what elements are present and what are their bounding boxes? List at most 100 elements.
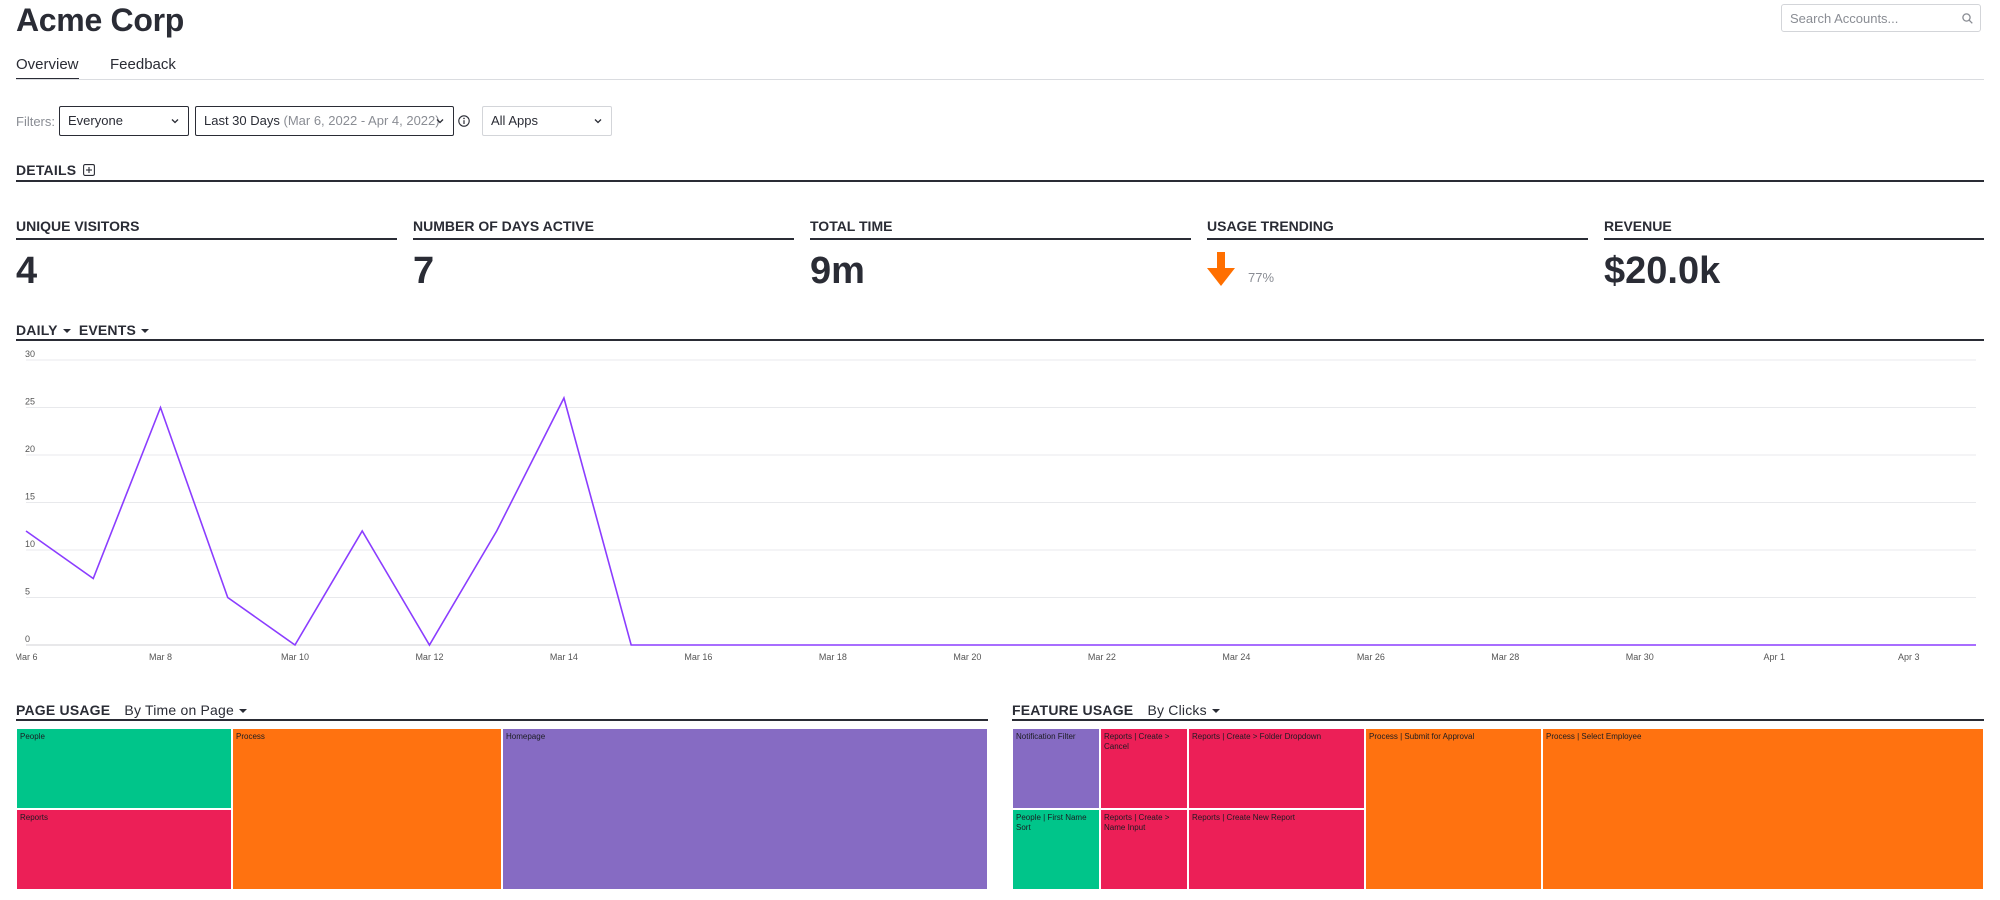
metric-unique-visitors: UNIQUE VISITORS 4 bbox=[16, 218, 397, 293]
date-range-select[interactable]: Last 30 Days (Mar 6, 2022 - Apr 4, 2022) bbox=[195, 106, 454, 136]
metric-divider bbox=[413, 238, 794, 240]
x-tick-label: Mar 14 bbox=[550, 652, 578, 662]
events-series-line bbox=[25, 395, 1976, 647]
x-tick-label: Apr 3 bbox=[1898, 652, 1920, 662]
trend-percent: 77% bbox=[1248, 270, 1275, 285]
feature-usage-mode: By Clicks bbox=[1147, 702, 1207, 718]
metric-value: 9m bbox=[810, 250, 865, 292]
treemap-cell[interactable]: People bbox=[16, 728, 232, 809]
interval-label: DAILY bbox=[16, 322, 58, 338]
metric-total-time: TOTAL TIME 9m bbox=[810, 218, 1191, 293]
feature-usage-treemap: Notification Filter People | First Name … bbox=[1012, 728, 1984, 890]
treemap-cell[interactable]: Process bbox=[232, 728, 502, 890]
apps-select[interactable]: All Apps bbox=[482, 106, 612, 136]
metric-label: NUMBER OF DAYS ACTIVE bbox=[413, 218, 594, 234]
page-usage-heading: PAGE USAGE By Time on Page bbox=[16, 702, 248, 718]
x-tick-label: Mar 6 bbox=[16, 652, 38, 662]
metric-divider bbox=[810, 238, 1191, 240]
metric-days-active: NUMBER OF DAYS ACTIVE 7 bbox=[413, 218, 794, 293]
caret-down-icon bbox=[141, 329, 150, 334]
treemap-cell[interactable]: Notification Filter bbox=[1012, 728, 1100, 809]
x-tick-label: Mar 12 bbox=[415, 652, 443, 662]
chevron-down-icon bbox=[171, 119, 179, 124]
treemap-cell[interactable]: People | First Name Sort bbox=[1012, 809, 1100, 890]
tabs-divider bbox=[16, 79, 1984, 80]
details-heading: DETAILS bbox=[16, 162, 96, 178]
metric-dropdown-label: EVENTS bbox=[78, 322, 137, 338]
feature-usage-heading: FEATURE USAGE By Clicks bbox=[1012, 702, 1220, 718]
treemap-cell[interactable]: Homepage bbox=[502, 728, 988, 890]
treemap-cell-label: Reports | Create New Report bbox=[1192, 813, 1296, 822]
metric-divider bbox=[1604, 238, 1984, 240]
caret-down-icon bbox=[62, 329, 71, 334]
treemap-cell[interactable]: Process | Submit for Approval bbox=[1365, 728, 1542, 890]
y-tick-label: 25 bbox=[25, 397, 35, 407]
date-range-value: Last 30 Days bbox=[204, 113, 280, 128]
metric-dropdown[interactable]: EVENTS bbox=[78, 322, 150, 338]
x-tick-label: Mar 10 bbox=[281, 652, 309, 662]
metric-label: USAGE TRENDING bbox=[1207, 218, 1334, 234]
account-title: Acme Corp bbox=[16, 2, 185, 38]
treemap-cell-label: Process bbox=[236, 732, 265, 741]
events-chart-heading: DAILY EVENTS bbox=[16, 322, 150, 338]
details-heading-label: DETAILS bbox=[16, 162, 77, 178]
caret-down-icon bbox=[239, 709, 248, 714]
y-tick-label: 10 bbox=[25, 539, 35, 549]
info-icon[interactable] bbox=[458, 115, 470, 127]
x-tick-label: Mar 18 bbox=[819, 652, 847, 662]
chevron-down-icon bbox=[594, 119, 602, 124]
segment-select[interactable]: Everyone bbox=[59, 106, 189, 136]
x-tick-label: Mar 8 bbox=[149, 652, 172, 662]
interval-dropdown[interactable]: DAILY bbox=[16, 322, 71, 338]
treemap-cell[interactable]: Reports | Create > Folder Dropdown bbox=[1188, 728, 1365, 809]
caret-down-icon bbox=[1211, 709, 1220, 714]
events-chart-divider bbox=[16, 339, 1984, 341]
page-usage-mode: By Time on Page bbox=[124, 702, 235, 718]
treemap-cell[interactable]: Reports | Create > Name Input bbox=[1100, 809, 1188, 890]
x-tick-label: Mar 26 bbox=[1357, 652, 1385, 662]
expand-plus-icon[interactable] bbox=[83, 164, 96, 176]
treemap-cell-label: Process | Select Employee bbox=[1546, 732, 1642, 741]
x-tick-label: Mar 30 bbox=[1626, 652, 1654, 662]
y-tick-label: 20 bbox=[25, 444, 35, 454]
treemap-cell[interactable]: Reports bbox=[16, 809, 232, 890]
page-usage-mode-dropdown[interactable]: By Time on Page bbox=[124, 702, 248, 718]
y-tick-label: 15 bbox=[25, 492, 35, 502]
account-search[interactable] bbox=[1781, 4, 1981, 32]
y-tick-label: 5 bbox=[25, 587, 30, 597]
filters-label: Filters: bbox=[16, 114, 55, 129]
x-tick-label: Mar 20 bbox=[953, 652, 981, 662]
tab-feedback[interactable]: Feedback bbox=[110, 56, 176, 73]
metric-divider bbox=[16, 238, 397, 240]
feature-usage-divider bbox=[1012, 719, 1984, 721]
tab-overview[interactable]: Overview bbox=[16, 56, 79, 80]
metric-value: 7 bbox=[413, 250, 435, 292]
x-tick-label: Mar 22 bbox=[1088, 652, 1116, 662]
treemap-cell-label: Process | Submit for Approval bbox=[1369, 732, 1475, 741]
metric-label: UNIQUE VISITORS bbox=[16, 218, 140, 234]
feature-usage-mode-dropdown[interactable]: By Clicks bbox=[1147, 702, 1220, 718]
treemap-cell[interactable]: Reports | Create New Report bbox=[1188, 809, 1365, 890]
treemap-cell-label: Reports | Create > Folder Dropdown bbox=[1192, 732, 1322, 741]
x-tick-label: Mar 24 bbox=[1222, 652, 1250, 662]
search-input[interactable] bbox=[1782, 5, 1960, 31]
treemap-cell[interactable]: Process | Select Employee bbox=[1542, 728, 1984, 890]
search-icon[interactable] bbox=[1962, 13, 1973, 24]
page-usage-treemap: People Reports Process Homepage bbox=[16, 728, 988, 890]
treemap-cell-label: Reports | Create > Name Input bbox=[1104, 813, 1170, 832]
y-tick-label: 30 bbox=[25, 350, 35, 359]
treemap-cell[interactable]: Reports | Create > Cancel bbox=[1100, 728, 1188, 809]
date-range-detail: (Mar 6, 2022 - Apr 4, 2022) bbox=[283, 113, 440, 128]
y-tick-label: 0 bbox=[25, 634, 30, 644]
treemap-cell-label: Notification Filter bbox=[1016, 732, 1076, 741]
page-usage-label: PAGE USAGE bbox=[16, 702, 111, 718]
metric-divider bbox=[1207, 238, 1588, 240]
x-tick-label: Mar 28 bbox=[1491, 652, 1519, 662]
treemap-cell-label: Reports bbox=[20, 813, 49, 822]
treemap-cell-label: People | First Name Sort bbox=[1016, 813, 1087, 832]
events-line-chart: 0 5 10 15 20 25 30 Mar 6 Mar 8 Mar 10 Mar 12 Mar 14… bbox=[16, 350, 1977, 662]
treemap-cell-label: Homepage bbox=[506, 732, 546, 741]
feature-usage-label: FEATURE USAGE bbox=[1012, 702, 1134, 718]
x-tick-label: Mar 16 bbox=[684, 652, 712, 662]
metric-value: $20.0k bbox=[1604, 250, 1721, 292]
